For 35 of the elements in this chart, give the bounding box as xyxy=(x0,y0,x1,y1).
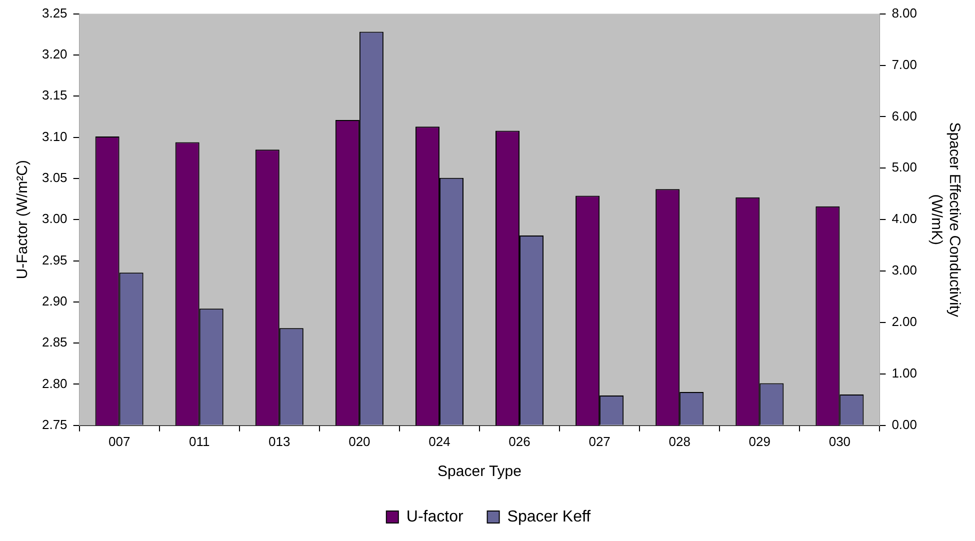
y-tick-label: 3.15 xyxy=(42,88,68,103)
x-tick-label: 026 xyxy=(508,434,530,449)
y-tick-label: 2.75 xyxy=(42,416,68,432)
y2-tick-label: 3.00 xyxy=(892,262,918,278)
x-tick-label: 029 xyxy=(748,434,770,449)
y-axis-title: U-Factor (W/m²C) xyxy=(14,160,32,280)
x-axis-title: Spacer Type xyxy=(438,463,522,480)
x-tick-label: 007 xyxy=(108,434,130,449)
y2-tick-label: 1.00 xyxy=(892,366,918,381)
y2-tick-label: 5.00 xyxy=(892,160,918,175)
y2-tick-label: 4.00 xyxy=(892,211,918,226)
y2-tick-label: 7.00 xyxy=(892,56,918,72)
y-tick-label: 3.10 xyxy=(42,128,68,144)
y-tick-label: 3.00 xyxy=(42,211,68,226)
y2-tick-label: 0.00 xyxy=(892,416,918,432)
y-tick-label: 2.95 xyxy=(42,252,68,268)
y-tick-label: 2.90 xyxy=(42,294,68,308)
y-tick-label: 3.20 xyxy=(42,46,68,62)
x-tick-label: 024 xyxy=(428,434,450,449)
y2-axis-title: Spacer Effective Conductivity (W/mK) xyxy=(928,122,963,318)
x-tick-label: 030 xyxy=(828,434,851,449)
y-tick-label: 3.05 xyxy=(42,170,68,186)
legend-label: Spacer Keff xyxy=(507,508,592,526)
y-tick-label: 2.85 xyxy=(42,334,68,350)
legend-label: U-factor xyxy=(406,508,464,526)
x-tick-label: 020 xyxy=(348,434,370,449)
y2-tick-label: 6.00 xyxy=(892,108,918,124)
x-tick-label: 027 xyxy=(588,434,610,449)
y-tick-label: 2.80 xyxy=(42,376,68,391)
y2-tick-label: 2.00 xyxy=(892,314,918,330)
x-tick-label: 028 xyxy=(668,434,690,449)
x-tick-label: 013 xyxy=(268,434,290,449)
y2-tick-label: 8.00 xyxy=(892,5,918,20)
y-tick-label: 3.25 xyxy=(42,5,68,20)
x-tick-label: 011 xyxy=(188,434,210,449)
